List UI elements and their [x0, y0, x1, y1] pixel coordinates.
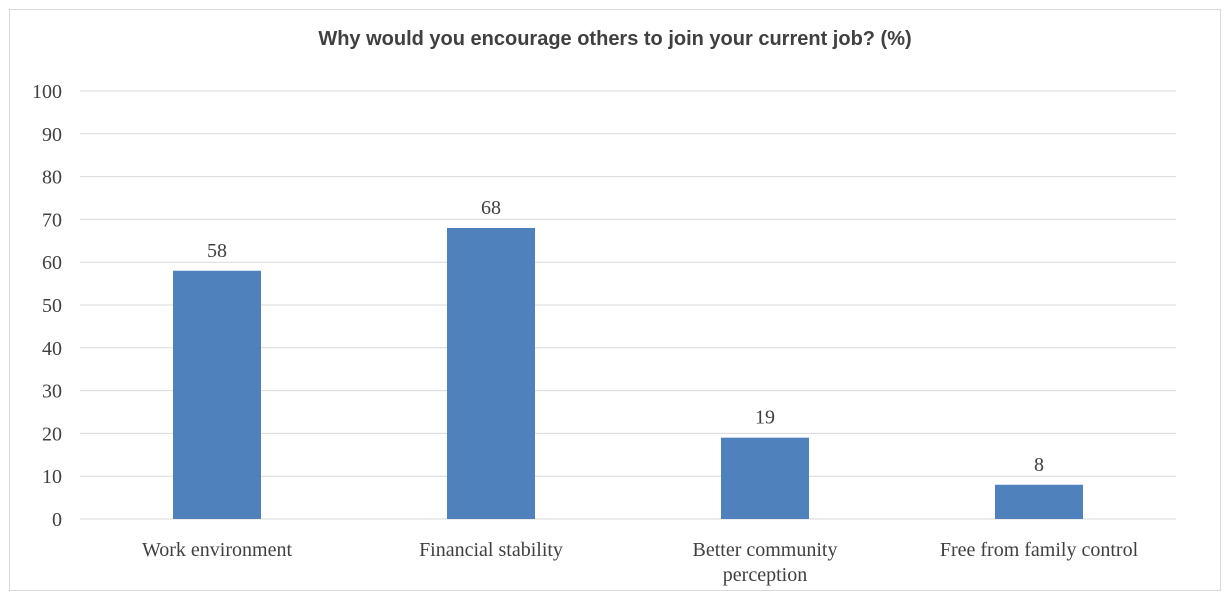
data-labels: 58 68 19 8 — [207, 197, 1044, 476]
category-labels: Work environment Financial stability Bette… — [142, 539, 1139, 586]
category-label: Free from family control — [940, 539, 1139, 561]
bar — [995, 484, 1083, 519]
y-tick-label: 20 — [42, 423, 62, 445]
bar — [173, 270, 261, 519]
y-tick-label: 0 — [52, 509, 62, 531]
data-label: 19 — [755, 407, 775, 429]
y-tick-label: 30 — [42, 381, 62, 403]
data-label: 8 — [1034, 454, 1044, 476]
y-tick-label: 60 — [42, 252, 62, 274]
category-label: Work environment — [142, 539, 292, 561]
bar — [721, 437, 809, 519]
category-label: Better community perception — [693, 539, 838, 586]
y-tick-label: 100 — [32, 81, 62, 103]
y-tick-label: 80 — [42, 167, 62, 189]
y-tick-label: 50 — [42, 295, 62, 317]
bar — [447, 227, 535, 519]
y-tick-label: 90 — [42, 124, 62, 146]
y-tick-label: 70 — [42, 209, 62, 231]
data-label: 58 — [207, 240, 227, 262]
y-tick-label: 10 — [42, 466, 62, 488]
gridlines — [80, 90, 1176, 520]
data-label: 68 — [481, 197, 501, 219]
category-label: Financial stability — [419, 539, 563, 561]
y-axis-ticks: 0 10 20 30 40 50 60 70 80 90 100 — [32, 81, 62, 531]
chart-title: Why would you encourage others to join y… — [318, 28, 912, 50]
bars — [173, 227, 1083, 519]
y-tick-label: 40 — [42, 338, 62, 360]
